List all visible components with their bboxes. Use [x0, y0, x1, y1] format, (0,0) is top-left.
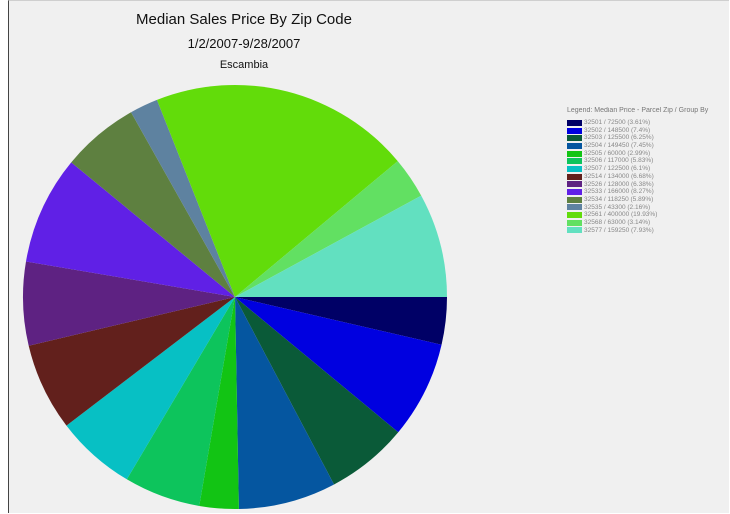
pie-slice-32561 [156, 85, 398, 297]
legend-label: 32535 / 43300 (2.16%) [584, 203, 651, 211]
legend-swatch [567, 150, 582, 157]
pie-slice-32501 [235, 297, 447, 345]
legend-label: 32502 / 148500 (7.4%) [584, 126, 651, 134]
legend-swatch [567, 158, 582, 165]
legend-swatch [567, 173, 582, 180]
legend-label: 32503 / 125500 (6.25%) [584, 134, 654, 142]
legend-item-32504: 32504 / 149450 (7.45%) [567, 142, 727, 150]
chart-panel: Median Sales Price By Zip Code 1/2/2007-… [8, 0, 729, 513]
pie-slice-32504 [235, 297, 335, 509]
legend-item-32505: 32505 / 60000 (2.99%) [567, 150, 727, 158]
legend-item-32568: 32568 / 63000 (3.14%) [567, 219, 727, 227]
legend-swatch [567, 189, 582, 196]
legend-swatch [567, 204, 582, 211]
legend-item-32506: 32506 / 117000 (5.83%) [567, 157, 727, 165]
legend-swatch [567, 227, 582, 234]
legend-swatch [567, 181, 582, 188]
legend-swatch [567, 219, 582, 226]
pie-slice-32568 [235, 161, 422, 297]
pie-slice-32535 [131, 99, 235, 297]
pie-slice-32526 [22, 261, 236, 346]
pie-slice-32514 [28, 297, 235, 426]
legend-label: 32577 / 159250 (7.93%) [584, 226, 654, 234]
chart-title: Median Sales Price By Zip Code [136, 11, 352, 28]
legend-item-32561: 32561 / 400000 (19.93%) [567, 211, 727, 219]
legend-item-32503: 32503 / 125500 (6.25%) [567, 134, 727, 142]
legend-label: 32501 / 72500 (3.61%) [584, 119, 651, 126]
legend-swatch [567, 135, 582, 142]
legend-item-32577: 32577 / 159250 (7.93%) [567, 227, 727, 235]
legend-item-32533: 32533 / 166000 (8.27%) [567, 188, 727, 196]
legend-swatch [567, 165, 582, 172]
legend-item-32502: 32502 / 148500 (7.4%) [567, 127, 727, 135]
legend-label: 32534 / 118250 (5.89%) [584, 195, 654, 203]
pie-slice-32506 [126, 297, 235, 506]
legend-label: 32505 / 60000 (2.99%) [584, 149, 651, 157]
chart-subtitle: 1/2/2007-9/28/2007 [187, 36, 301, 51]
chart-region-label: Escambia [219, 59, 269, 71]
legend-swatch [567, 212, 582, 219]
legend-items: 32501 / 72500 (3.61%) 32502 / 148500 (7.4… [567, 119, 727, 234]
pie-slice-32533 [26, 162, 235, 297]
legend-item-32535: 32535 / 43300 (2.16%) [567, 204, 727, 212]
pie-slice-32503 [235, 297, 399, 485]
legend-label: 32526 / 128000 (6.38%) [584, 180, 654, 188]
pie-chart [22, 85, 447, 509]
legend-swatch [567, 119, 582, 126]
pie-slice-32577 [235, 195, 447, 297]
legend-label: 32507 / 122500 (6.1%) [584, 165, 651, 173]
legend-label: 32514 / 134000 (6.68%) [584, 172, 654, 180]
legend-item-32514: 32514 / 134000 (6.68%) [567, 173, 727, 181]
pie-slice-32502 [235, 297, 442, 433]
legend: Legend: Median Price - Parcel Zip / Grou… [567, 107, 727, 234]
legend-label: 32568 / 63000 (3.14%) [584, 218, 651, 226]
pie-slice-32507 [66, 297, 235, 480]
legend-item-32501: 32501 / 72500 (3.61%) [567, 119, 727, 127]
legend-item-32534: 32534 / 118250 (5.89%) [567, 196, 727, 204]
legend-item-32526: 32526 / 128000 (6.38%) [567, 181, 727, 189]
legend-label: 32533 / 166000 (8.27%) [584, 188, 654, 196]
legend-label: 32506 / 117000 (5.83%) [584, 157, 654, 165]
legend-swatch [567, 196, 582, 203]
pie-slice-32505 [199, 297, 239, 509]
legend-swatch [567, 142, 582, 149]
legend-item-32507: 32507 / 122500 (6.1%) [567, 165, 727, 173]
legend-title: Legend: Median Price - Parcel Zip / Grou… [567, 107, 709, 114]
legend-label: 32504 / 149450 (7.45%) [584, 142, 654, 150]
legend-label: 32561 / 400000 (19.93%) [584, 211, 658, 219]
pie-slice-32534 [71, 112, 235, 298]
legend-swatch [567, 127, 582, 134]
